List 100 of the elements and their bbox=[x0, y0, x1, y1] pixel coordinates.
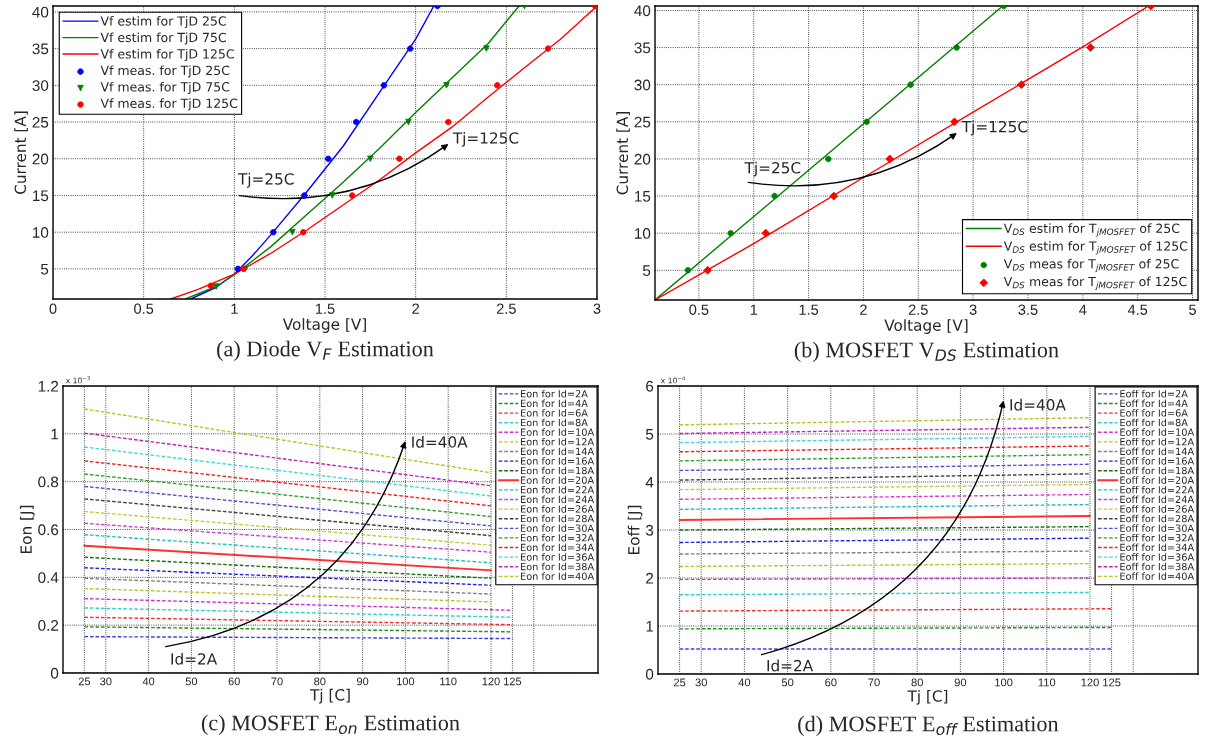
y-tick-label: 25 bbox=[32, 116, 49, 128]
legend-label: Eon for Id=40A bbox=[521, 572, 595, 580]
legend-label: V$_{DS}$ meas for T$_{jMOSFET}$ of 125C bbox=[1003, 276, 1187, 290]
x-tick-label: 25 bbox=[78, 677, 91, 686]
legend-label: Eon for Id=8A bbox=[521, 418, 588, 427]
legend-label: Eon for Id=24A bbox=[521, 495, 595, 504]
legend-label: Eoff for Id=38A bbox=[1120, 562, 1195, 571]
x-tick-label: 0.5 bbox=[689, 304, 709, 315]
x-tick-label: 80 bbox=[911, 678, 923, 687]
text: (c) MOSFET E$_{on}$ Estimation bbox=[201, 714, 460, 735]
legend-label: Eoff for Id=26A bbox=[1120, 505, 1195, 513]
legend-label: Eon for Id=32A bbox=[521, 533, 595, 542]
x-tick-label: 100 bbox=[995, 678, 1013, 687]
x-tick-label: 2 bbox=[412, 303, 419, 314]
x-tick-label: 1.5 bbox=[315, 303, 335, 314]
legend-label: Eon for Id=22A bbox=[521, 485, 595, 494]
y-tick-label: 0.6 bbox=[38, 524, 59, 536]
y-tick-label: 20 bbox=[32, 153, 49, 165]
legend-label: Eoff for Id=18A bbox=[1120, 466, 1195, 475]
x-tick-label: 125 bbox=[504, 677, 522, 686]
x-tick-label: 110 bbox=[1038, 678, 1056, 687]
x-tick-label: 120 bbox=[1081, 678, 1099, 687]
legend-label: Eon for Id=6A bbox=[521, 409, 588, 417]
y-axis-title: Current [A] bbox=[616, 112, 630, 195]
legend-label: Eon for Id=28A bbox=[521, 514, 595, 523]
x-tick-label: 30 bbox=[100, 677, 112, 686]
legend-label: Eoff for Id=10A bbox=[1120, 428, 1195, 436]
legend-label: Vf estim for TjD 125C bbox=[100, 48, 234, 62]
legend-label: Eoff for Id=6A bbox=[1120, 409, 1188, 417]
x-tick-label: 60 bbox=[228, 677, 240, 686]
x-tick-label: 1 bbox=[750, 304, 758, 315]
x-tick-label: 40 bbox=[142, 677, 155, 686]
legend-label: Eon for Id=4A bbox=[521, 399, 588, 408]
legend-label: Eon for Id=12A bbox=[521, 437, 595, 446]
y-tick-label: 25 bbox=[634, 116, 651, 128]
x-tick-label: 40 bbox=[738, 678, 751, 687]
legend-label: V$_{DS}$ meas for T$_{jMOSFET}$ of 25C bbox=[1003, 258, 1179, 273]
x-tick-label: 1.5 bbox=[799, 304, 819, 315]
x-tick-label: 60 bbox=[825, 678, 837, 687]
x-tick-label: 2 bbox=[860, 304, 867, 315]
annotation: Id=2A bbox=[767, 659, 814, 672]
annotation: Tj=125C bbox=[961, 120, 1028, 136]
x-tick-label: 3 bbox=[969, 304, 977, 315]
text: (a) Diode V$_{F}$ Estimation bbox=[217, 340, 434, 361]
annotation: Tj=25C bbox=[744, 161, 801, 177]
x-tick-label: 120 bbox=[482, 677, 500, 686]
y-tick-label: 10 bbox=[33, 227, 49, 238]
x-tick-label: 30 bbox=[695, 678, 707, 687]
legend-label: Eoff for Id=28A bbox=[1120, 514, 1195, 523]
y-tick-label: 2 bbox=[646, 572, 654, 584]
legend-label: Eon for Id=14A bbox=[521, 447, 595, 456]
legend-label: Eoff for Id=16A bbox=[1120, 457, 1195, 465]
text: (d) MOSFET E$_{off}$ Estimation bbox=[798, 715, 1059, 736]
legend-label: Eoff for Id=24A bbox=[1120, 495, 1195, 504]
y-tick-label: 4 bbox=[645, 477, 654, 488]
legend-label: Eon for Id=10A bbox=[521, 428, 595, 436]
x-tick-label: 2.5 bbox=[908, 304, 928, 315]
y-tick-label: 3 bbox=[645, 524, 654, 536]
y-axis-title: Eoff [J] bbox=[627, 505, 643, 555]
legend-label: Vf meas. for TjD 125C bbox=[100, 98, 238, 111]
x-tick-label: 25 bbox=[673, 678, 686, 687]
legend-label: V$_{DS}$ estim for T$_{jMOSFET}$ of 125C bbox=[1003, 241, 1188, 255]
y-tick-label: 15 bbox=[635, 191, 651, 202]
legend-label: Vf meas. for TjD 25C bbox=[100, 65, 230, 78]
legend-label: Eoff for Id=34A bbox=[1120, 543, 1195, 552]
y-tick-label: 5 bbox=[645, 429, 654, 440]
legend-label: Eoff for Id=8A bbox=[1120, 418, 1188, 427]
y-tick-label: 30 bbox=[32, 80, 49, 91]
x-tick-label: 4.5 bbox=[1127, 304, 1148, 315]
legend-label: Vf estim for TjD 75C bbox=[100, 32, 226, 45]
x-tick-label: 70 bbox=[868, 678, 880, 687]
y-tick-label: 40 bbox=[634, 5, 651, 17]
legend-label: Eon for Id=30A bbox=[521, 524, 595, 532]
y-tick-label: 35 bbox=[634, 42, 651, 54]
x-axis-title: Voltage [V] bbox=[884, 319, 968, 334]
x-tick-label: 1 bbox=[231, 303, 238, 314]
y-tick-label: 6 bbox=[646, 380, 654, 392]
legend-label: Eoff for Id=30A bbox=[1120, 524, 1195, 532]
legend-label: Eon for Id=38A bbox=[521, 562, 595, 571]
legend-label: Eoff for Id=40A bbox=[1120, 572, 1195, 580]
x-tick-label: 5 bbox=[1189, 304, 1196, 315]
legend-label: Eon for Id=16A bbox=[521, 457, 595, 465]
legend-label: Vf meas. for TjD 75C bbox=[100, 81, 230, 94]
y-tick-label: 1 bbox=[646, 621, 654, 632]
x-tick-label: 0.5 bbox=[134, 303, 154, 314]
legend-label: Eoff for Id=32A bbox=[1120, 533, 1195, 542]
y-tick-label: 35 bbox=[32, 43, 49, 55]
annotation: Id=2A bbox=[171, 652, 218, 665]
x-axis-title: Tj [C] bbox=[309, 688, 350, 704]
legend-label: Eon for Id=26A bbox=[521, 505, 595, 513]
legend-label: Eon for Id=20A bbox=[521, 476, 595, 484]
x-tick-label: 90 bbox=[954, 678, 967, 687]
x-tick-label: 80 bbox=[314, 677, 326, 686]
y-tick-label: 30 bbox=[634, 79, 651, 91]
legend-label: Eoff for Id=12A bbox=[1120, 437, 1195, 446]
x-axis-title: Tj [C] bbox=[907, 689, 948, 705]
annotation: Id=40A bbox=[412, 436, 468, 448]
y-tick-label: 10 bbox=[635, 228, 651, 239]
x-tick-label: 90 bbox=[356, 677, 369, 686]
y-tick-label: 1.2 bbox=[38, 380, 59, 392]
